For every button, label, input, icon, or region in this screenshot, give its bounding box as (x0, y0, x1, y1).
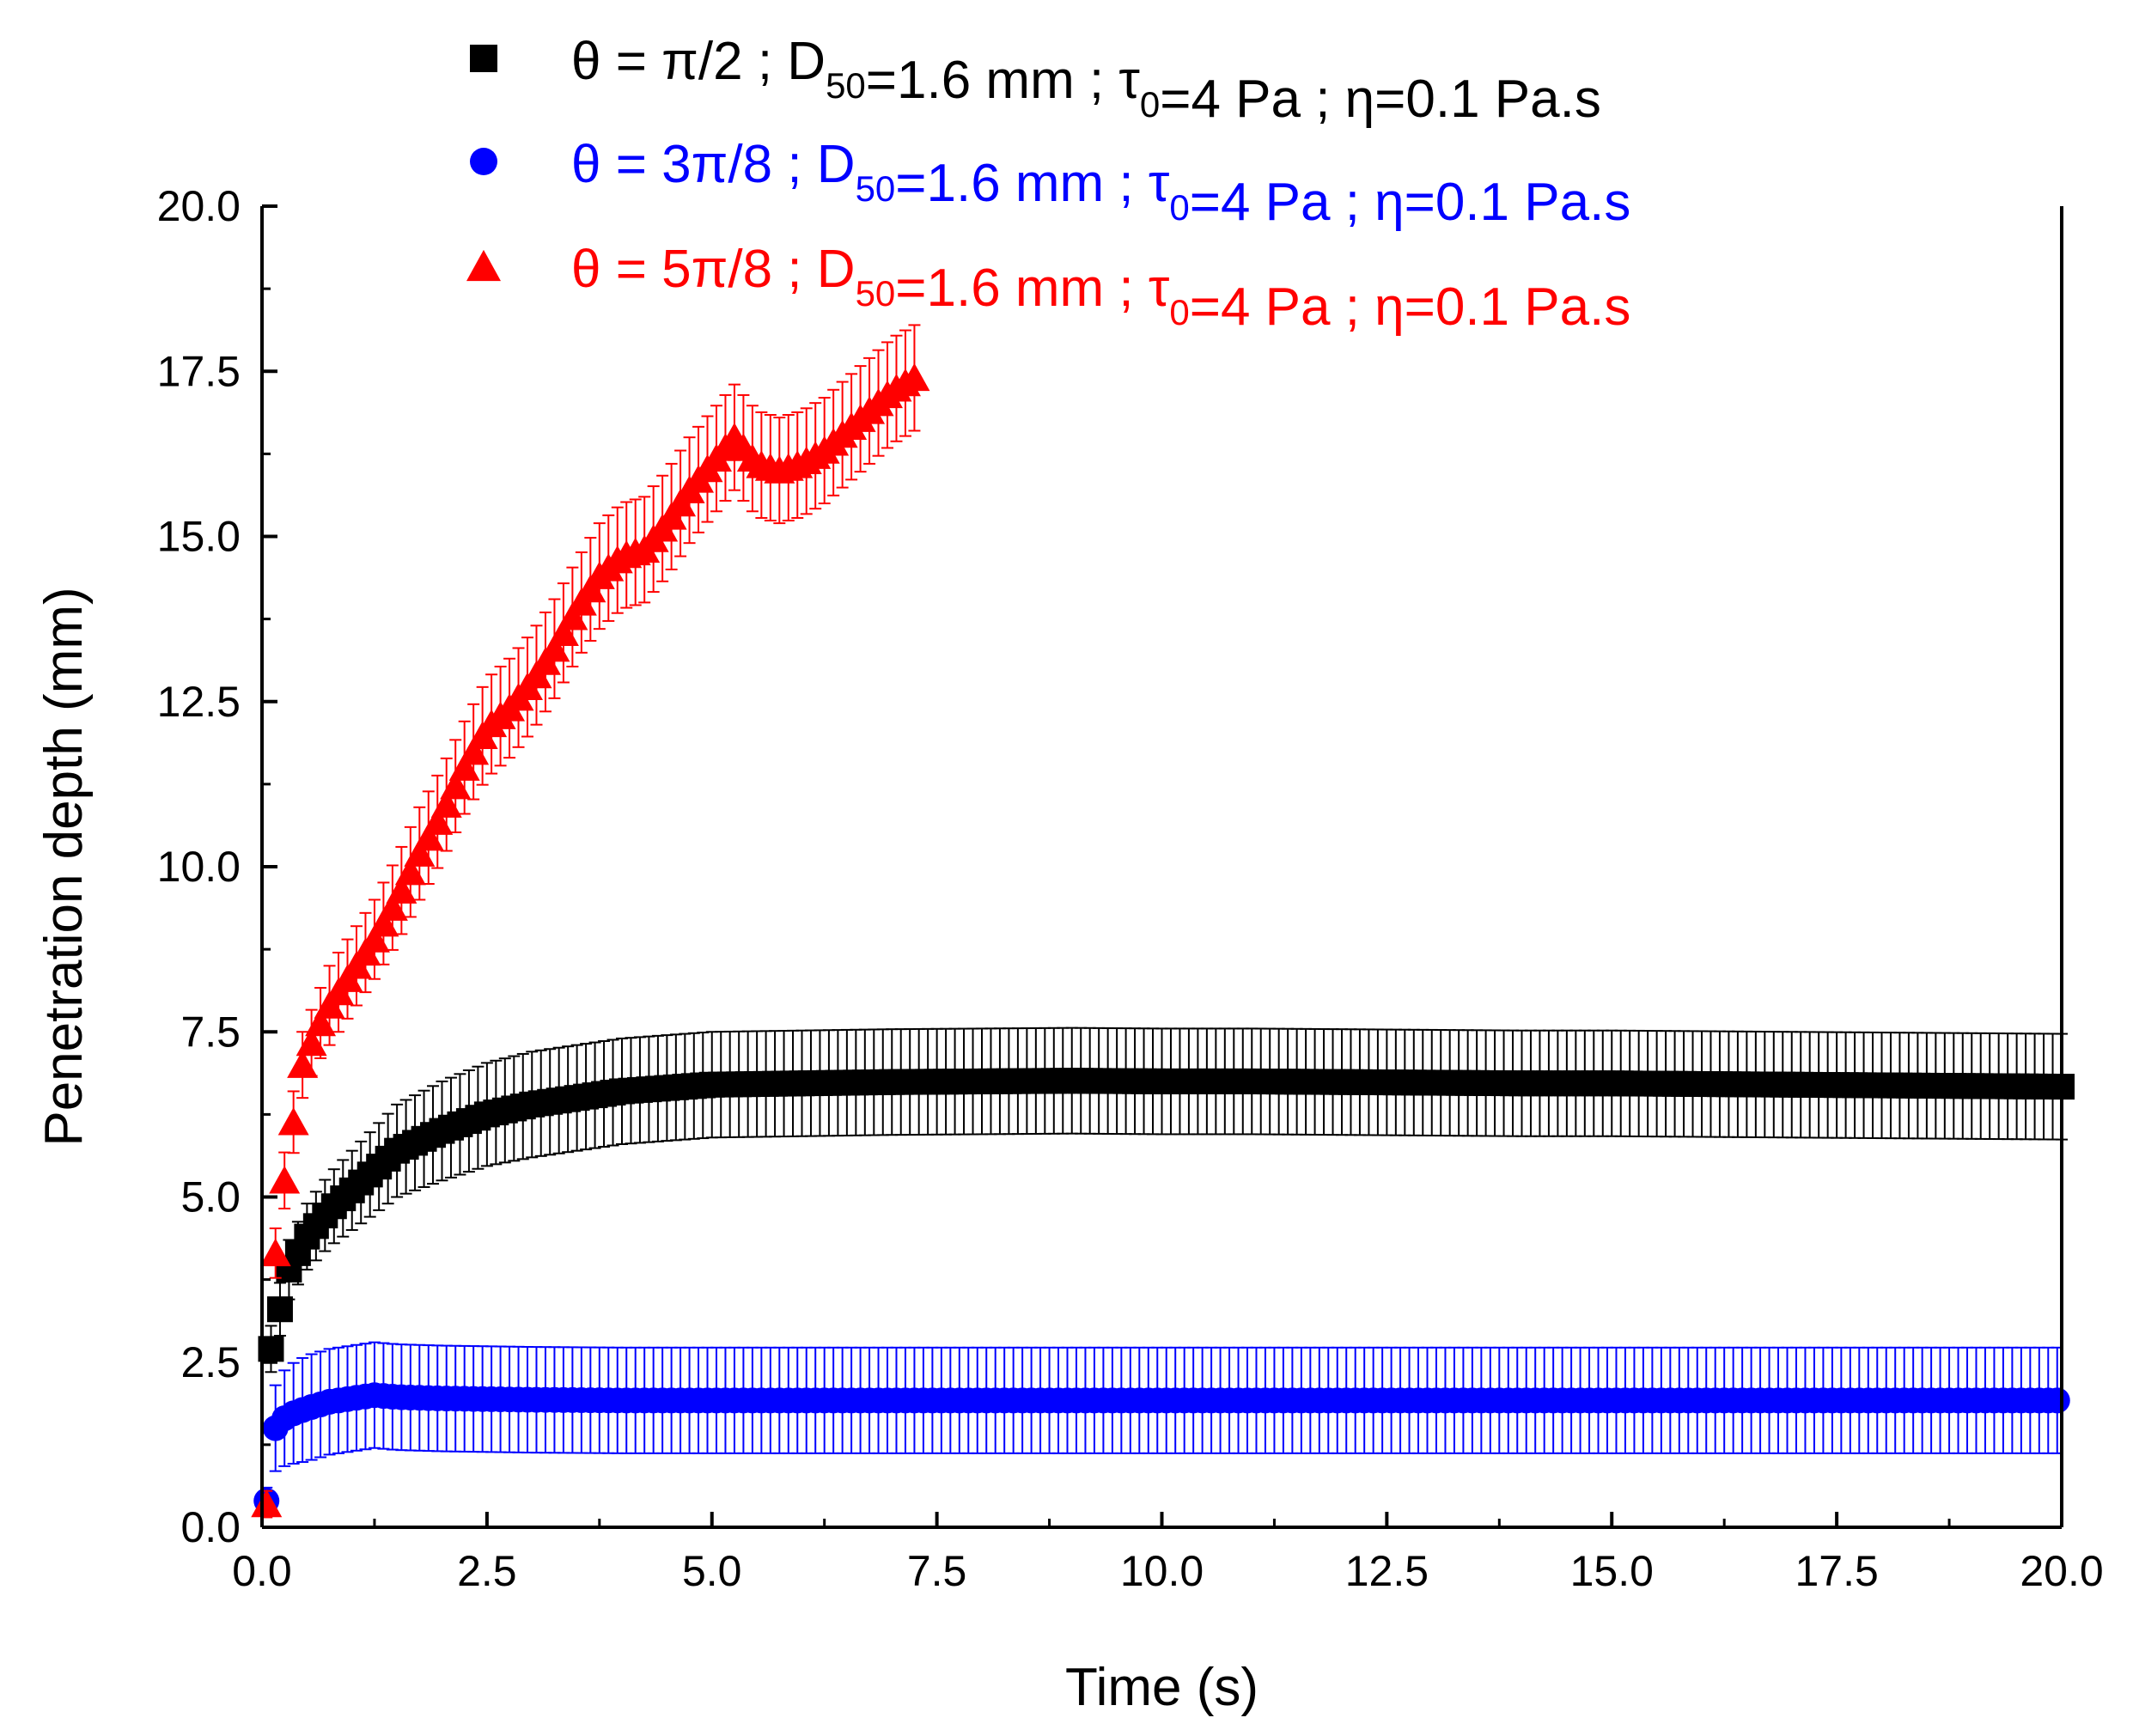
data-point (899, 362, 930, 392)
x-tick-label: 12.5 (1345, 1547, 1429, 1595)
x-tick-label: 20.0 (2020, 1547, 2103, 1595)
x-tick-label: 7.5 (907, 1547, 967, 1595)
legend-marker (466, 249, 501, 282)
data-point (296, 1027, 327, 1057)
legend-text-part: =1.6 mm ; τ (866, 51, 1140, 110)
data-point (448, 752, 480, 781)
legend-text-part: =1.6 mm ; τ (895, 154, 1169, 213)
legend-text-part: θ = 3π/8 ; D (571, 135, 856, 194)
y-tick-label: 0.0 (180, 1503, 241, 1551)
legend-text-part: =4 Pa ; η=0.1 Pa.s (1160, 70, 1601, 129)
y-tick-label: 10.0 (157, 843, 241, 891)
axes-layer: 0.0 2.5 5.0 7.5 10.0 12.5 15.0 17.5 20.0 0.0 2.5 5.… (157, 182, 2104, 1595)
y-tick-label: 12.5 (157, 678, 241, 726)
y-tick-label: 7.5 (180, 1008, 241, 1056)
legend-subscript: 0 (1169, 187, 1189, 228)
legend-text-part: =4 Pa ; η=0.1 Pa.s (1190, 173, 1631, 232)
series-square (258, 1026, 2075, 1374)
legend-marker (470, 148, 497, 175)
y-axis-title: Penetration depth (mm) (34, 587, 94, 1146)
series-layer (251, 324, 2075, 1519)
data-point (394, 856, 426, 886)
data-point (547, 618, 579, 646)
y-tick-label: 20.0 (157, 182, 241, 230)
legend-entry: θ = π/2 ; D50=1.6 mm ; τ0=4 Pa ; η=0.1 P… (571, 32, 1601, 129)
legend-subscript: 0 (1140, 84, 1160, 125)
x-tick-label: 17.5 (1795, 1547, 1878, 1595)
data-point (430, 789, 462, 818)
data-point (266, 1296, 293, 1323)
x-tick-label: 10.0 (1120, 1547, 1204, 1595)
series-triangle (251, 324, 930, 1519)
legend-subscript: 0 (1169, 292, 1189, 332)
x-tick-label: 5.0 (682, 1547, 742, 1595)
data-point (251, 1489, 283, 1518)
data-point (287, 1050, 319, 1078)
data-point (305, 1008, 337, 1037)
data-point (440, 771, 472, 800)
legend-subscript: 50 (826, 65, 866, 106)
data-point (376, 892, 408, 921)
x-axis-title: Time (s) (1065, 1658, 1258, 1717)
legend-marker (470, 45, 497, 72)
legend-subscript: 50 (856, 273, 896, 314)
data-point (539, 634, 570, 662)
data-point (358, 924, 390, 953)
legend-text-part: θ = π/2 ; D (571, 32, 826, 91)
legend-entry: θ = 3π/8 ; D50=1.6 mm ; τ0=4 Pa ; η=0.1 … (571, 135, 1630, 232)
data-point (557, 602, 588, 630)
x-tick-label: 0.0 (232, 1547, 292, 1595)
data-point (412, 822, 444, 851)
data-point (422, 807, 454, 835)
legend-text-part: =4 Pa ; η=0.1 Pa.s (1190, 277, 1631, 337)
x-tick-label: 15.0 (1570, 1547, 1654, 1595)
legend-subscript: 50 (856, 168, 896, 209)
legend-entry: θ = 5π/8 ; D50=1.6 mm ; τ0=4 Pa ; η=0.1 … (571, 240, 1630, 337)
y-tick-label: 17.5 (157, 347, 241, 395)
data-point (277, 1107, 309, 1136)
legend-text-part: θ = 5π/8 ; D (571, 240, 856, 299)
series-circle (253, 1341, 2070, 1515)
y-tick-label: 15.0 (157, 513, 241, 561)
data-point (404, 838, 436, 867)
data-point (259, 1238, 291, 1267)
data-point (458, 736, 490, 765)
legend-text-part: =1.6 mm ; τ (895, 259, 1169, 318)
y-tick-label: 5.0 (180, 1173, 241, 1221)
x-tick-label: 2.5 (457, 1547, 517, 1595)
data-point (386, 875, 417, 904)
legend: θ = π/2 ; D50=1.6 mm ; τ0=4 Pa ; η=0.1 P… (466, 32, 1630, 337)
y-tick-label: 2.5 (180, 1338, 241, 1386)
data-point (2044, 1387, 2070, 1414)
data-point (368, 908, 399, 937)
data-point (269, 1166, 301, 1194)
